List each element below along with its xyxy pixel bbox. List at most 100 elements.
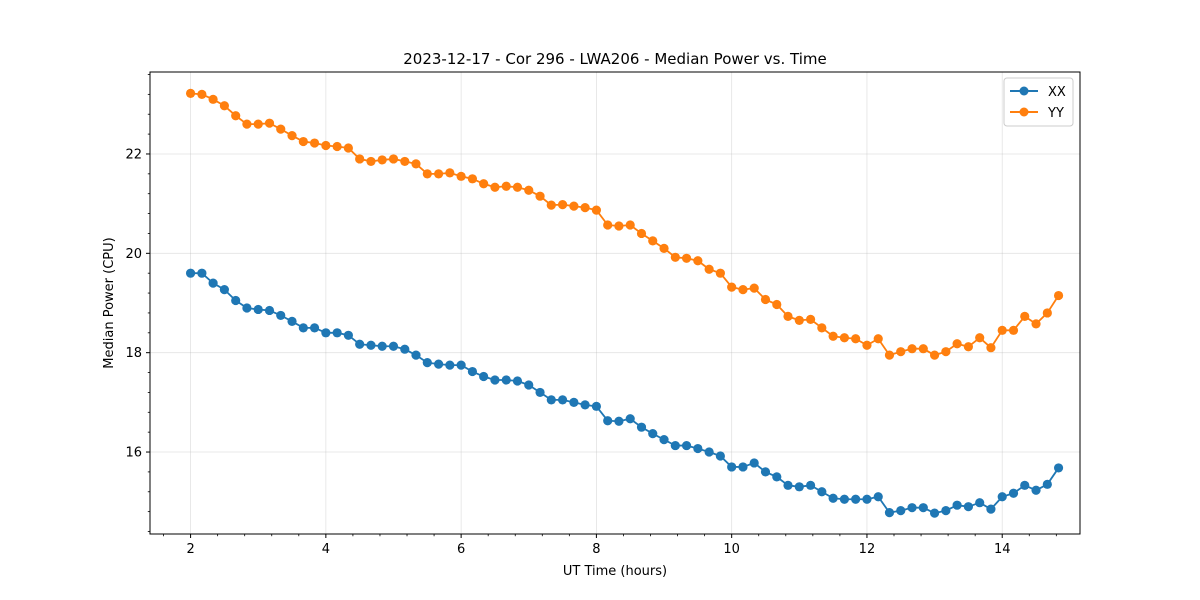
x-tick-label: 12 [859,542,876,557]
data-point-yy [208,94,218,104]
data-point-xx [264,305,275,316]
data-point-yy [388,154,399,164]
data-point-xx [512,376,523,386]
data-point-xx [434,359,444,369]
y-tick-label: 20 [125,247,142,262]
plot-area-frame [149,71,1081,535]
data-point-xx [986,504,996,514]
data-point-yy [264,118,275,128]
data-point-xx [884,508,895,518]
data-point-xx [242,303,252,313]
data-point-yy [693,256,703,266]
data-point-yy [794,315,804,325]
data-point-yy [569,201,579,211]
data-point-yy [546,200,556,210]
data-point-xx [1020,480,1030,490]
data-point-yy [828,331,838,341]
legend: XX YY [1003,77,1074,127]
data-point-yy [535,191,545,201]
data-series [185,88,1064,518]
data-point-xx [614,416,624,426]
data-point-yy [896,347,906,357]
data-point-yy [309,138,320,148]
data-point-xx [1053,463,1064,473]
data-point-xx [738,462,748,472]
data-point-yy [490,182,500,192]
data-point-yy [918,344,928,354]
y-axis-label: Median Power (CPU) [102,237,117,368]
data-point-xx [185,268,196,278]
data-point-xx [783,480,793,490]
data-point-xx [366,340,376,350]
data-point-xx [287,316,297,326]
data-point-yy [580,203,590,213]
data-point-xx [456,360,466,370]
data-point-xx [309,323,320,333]
data-point-xx [918,503,928,513]
data-point-yy [873,334,883,344]
data-point-yy [614,221,624,231]
data-point-yy [1053,290,1064,301]
data-point-xx [727,462,737,472]
data-point-xx [524,380,534,390]
data-point-yy [648,236,658,246]
data-point-yy [715,268,725,278]
data-point-yy [975,333,985,343]
data-point-yy [366,156,376,167]
data-point-yy [806,314,816,324]
data-point-xx [625,414,635,424]
data-point-xx [772,472,782,482]
data-point-yy [704,264,714,274]
data-point-xx [929,508,940,518]
data-point-yy [670,252,680,262]
data-point-yy [1008,325,1019,335]
data-point-yy [907,344,917,354]
data-point-yy [298,136,308,147]
data-point-yy [400,156,410,167]
data-point-xx [952,500,962,510]
data-point-yy [681,253,692,263]
data-point-xx [400,344,410,354]
data-point-xx [467,366,478,377]
data-point-xx [636,422,647,432]
grid-lines [150,72,1080,534]
data-point-yy [591,205,602,215]
data-point-yy [467,174,478,184]
data-point-yy [738,284,748,295]
data-point-yy [434,169,444,179]
x-axis-label: UT Time (hours) [563,564,667,579]
data-point-yy [321,140,331,151]
data-point-xx [546,395,556,405]
data-point-xx [896,506,906,516]
data-point-yy [963,342,974,352]
data-point-xx [839,494,850,504]
chart-title: 2023-12-17 - Cor 296 - LWA206 - Median P… [403,50,827,68]
data-point-xx [298,323,308,333]
data-point-yy [772,299,782,310]
y-tick-label: 16 [125,446,142,461]
data-point-xx [355,339,365,349]
legend-marker-xx [1019,86,1029,96]
data-point-yy [727,282,737,292]
data-point-xx [208,278,218,288]
data-point-yy [625,220,635,230]
legend-label-xx: XX [1048,85,1066,100]
data-point-yy [253,119,263,129]
data-point-xx [1031,485,1041,495]
data-point-xx [828,493,838,503]
data-point-xx [693,443,703,454]
data-point-xx [332,328,342,338]
data-point-xx [715,451,725,461]
data-point-xx [321,328,331,338]
data-point-yy [479,179,489,189]
data-point-yy [456,171,466,181]
data-point-yy [185,88,196,98]
data-point-xx [535,387,545,398]
y-tick-label: 18 [125,346,142,361]
data-point-yy [411,159,421,169]
data-point-yy [501,181,511,191]
data-point-yy [242,119,252,129]
data-point-xx [975,498,985,508]
data-point-xx [411,350,421,360]
data-point-yy [997,325,1007,335]
